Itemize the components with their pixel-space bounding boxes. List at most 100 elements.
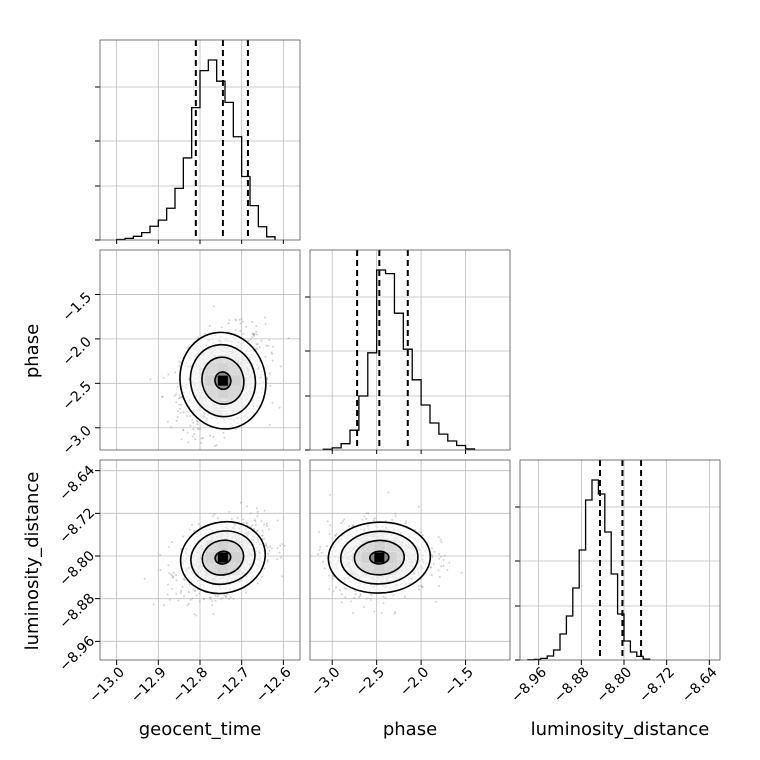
sample-point bbox=[363, 606, 366, 609]
sample-point bbox=[203, 597, 205, 600]
y-tick-label: −2.0 bbox=[60, 334, 95, 369]
sample-point bbox=[195, 594, 198, 597]
sample-point bbox=[166, 593, 169, 596]
sample-point bbox=[251, 321, 254, 324]
sample-point bbox=[167, 583, 169, 586]
sample-point bbox=[341, 520, 344, 523]
sample-point bbox=[387, 491, 390, 494]
x-tick-label: −3.0 bbox=[308, 664, 343, 699]
x-tick-label: −12.9 bbox=[128, 664, 170, 706]
sample-point bbox=[418, 588, 421, 591]
y-tick-label: −3.0 bbox=[60, 423, 95, 458]
sample-point bbox=[221, 597, 224, 600]
sample-point bbox=[334, 535, 337, 537]
histogram-panel-geocent-time bbox=[95, 39, 301, 241]
sample-point bbox=[186, 431, 189, 434]
sample-point bbox=[245, 521, 248, 524]
sample-point bbox=[255, 325, 258, 328]
sample-point bbox=[283, 544, 286, 547]
sample-point bbox=[197, 428, 200, 431]
x-tick-label: −8.72 bbox=[636, 664, 678, 706]
sample-point bbox=[253, 333, 256, 336]
sample-point bbox=[251, 332, 254, 335]
density-peak bbox=[217, 375, 228, 386]
panel-frame bbox=[309, 249, 511, 451]
sample-point bbox=[211, 600, 214, 603]
sample-point bbox=[460, 571, 463, 574]
sample-point bbox=[329, 524, 332, 527]
y-tick-label: −8.72 bbox=[56, 505, 98, 547]
x-tick-marks-hist-phase bbox=[331, 450, 467, 454]
sample-point bbox=[251, 524, 254, 527]
sample-point bbox=[266, 378, 269, 381]
sample-point bbox=[443, 554, 446, 557]
sample-point bbox=[420, 584, 423, 587]
sample-point bbox=[178, 394, 181, 397]
sample-point bbox=[175, 419, 178, 422]
sample-point bbox=[200, 437, 203, 440]
sample-point bbox=[239, 501, 242, 504]
sample-point bbox=[261, 534, 264, 537]
sample-point bbox=[175, 574, 178, 577]
sample-point bbox=[319, 545, 322, 548]
sample-point bbox=[163, 604, 165, 607]
sample-point bbox=[365, 512, 368, 515]
sample-point bbox=[369, 598, 372, 601]
sample-point bbox=[186, 604, 189, 607]
sample-point bbox=[256, 511, 259, 513]
sample-point bbox=[256, 515, 259, 518]
sample-point bbox=[340, 601, 343, 604]
x-tick-label: −12.8 bbox=[170, 664, 212, 706]
sample-point bbox=[261, 534, 264, 537]
sample-point bbox=[265, 525, 268, 527]
y-axis-ticks-luminosity-distance: −8.96−8.88−8.80−8.72−8.64 bbox=[56, 463, 100, 675]
sample-point bbox=[343, 587, 346, 590]
sample-point bbox=[168, 545, 171, 548]
sample-point bbox=[264, 543, 267, 545]
sample-point bbox=[242, 518, 245, 521]
sample-point bbox=[176, 385, 179, 388]
sample-point bbox=[170, 573, 173, 576]
sample-point bbox=[179, 591, 182, 594]
sample-point bbox=[276, 558, 279, 561]
sample-point bbox=[192, 428, 195, 431]
sample-point bbox=[344, 596, 347, 599]
sample-point bbox=[439, 538, 442, 541]
sample-point bbox=[442, 564, 445, 567]
sample-point bbox=[264, 355, 267, 358]
sample-point bbox=[161, 395, 164, 398]
sample-point bbox=[373, 610, 376, 613]
sample-point bbox=[256, 333, 258, 336]
sample-point bbox=[260, 575, 263, 578]
sample-point bbox=[260, 339, 263, 342]
sample-point bbox=[168, 572, 171, 575]
sample-point bbox=[252, 333, 255, 336]
sample-point bbox=[328, 574, 331, 577]
sample-point bbox=[216, 595, 219, 598]
sample-point bbox=[173, 394, 176, 397]
sample-point bbox=[211, 604, 213, 607]
sample-point bbox=[247, 339, 250, 342]
scatter-panel-geocent-time-vs-luminosity-distance bbox=[99, 459, 301, 661]
sample-point bbox=[198, 600, 201, 603]
sample-point bbox=[255, 343, 258, 346]
sample-point bbox=[393, 612, 396, 615]
x-tick-label: −1.5 bbox=[442, 664, 477, 699]
sample-point bbox=[437, 536, 440, 539]
sample-point bbox=[265, 544, 268, 547]
sample-point bbox=[242, 332, 245, 335]
sample-point bbox=[220, 326, 223, 329]
sample-point bbox=[256, 343, 259, 346]
sample-point bbox=[391, 518, 394, 521]
sample-point bbox=[267, 552, 270, 555]
sample-point bbox=[394, 512, 397, 515]
sample-point bbox=[187, 346, 190, 349]
sample-point bbox=[438, 557, 441, 560]
sample-point bbox=[267, 528, 270, 531]
sample-point bbox=[329, 493, 331, 496]
sample-point bbox=[440, 541, 443, 544]
sample-point bbox=[209, 597, 212, 600]
sample-point bbox=[281, 543, 284, 546]
sample-point bbox=[266, 546, 269, 549]
